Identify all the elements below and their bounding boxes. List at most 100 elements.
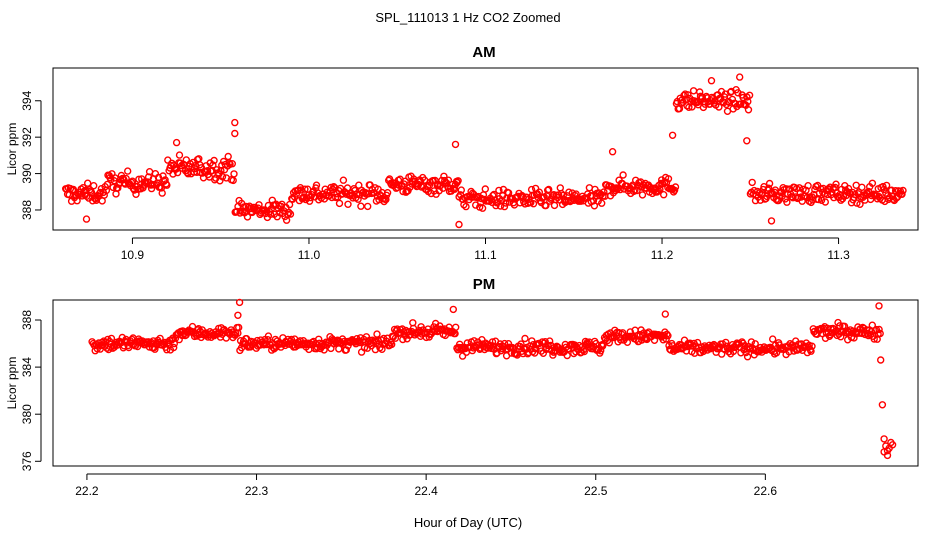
am-data-point bbox=[545, 185, 553, 194]
am-data-point bbox=[689, 87, 698, 95]
am-data-point bbox=[745, 91, 754, 100]
pm-panel-title: PM bbox=[473, 276, 496, 293]
am-data-point bbox=[364, 202, 372, 211]
pm-data-point bbox=[875, 325, 883, 334]
am-data-point bbox=[454, 177, 462, 185]
am-data-point bbox=[209, 161, 217, 169]
am-data-point bbox=[83, 179, 92, 187]
x-axis-title: Hour of Day (UTC) bbox=[414, 515, 522, 530]
am-data-point bbox=[305, 197, 314, 205]
am-data-point bbox=[608, 147, 617, 156]
am-data-point bbox=[224, 152, 232, 161]
am-data-point bbox=[630, 187, 638, 196]
am-data-point bbox=[182, 156, 191, 164]
pm-data-point bbox=[870, 335, 878, 343]
am-data-point bbox=[103, 180, 112, 189]
pm-data-point bbox=[661, 310, 669, 318]
am-x-tick-label: 11.0 bbox=[298, 248, 321, 262]
am-data-point bbox=[292, 190, 301, 198]
pm-data-point bbox=[868, 321, 876, 329]
pm-data-point bbox=[664, 332, 672, 340]
am-data-point bbox=[354, 195, 362, 203]
pm-y-tick-label: 384 bbox=[20, 357, 34, 377]
pm-data-point bbox=[659, 336, 667, 344]
am-data-point bbox=[173, 168, 182, 177]
am-data-point bbox=[360, 192, 369, 200]
am-data-point bbox=[655, 181, 663, 190]
pm-data-point bbox=[693, 338, 702, 347]
am-data-point bbox=[832, 180, 840, 188]
pm-x-tick-label: 22.5 bbox=[584, 484, 608, 498]
am-data-point bbox=[450, 185, 459, 193]
pm-data-points bbox=[88, 298, 897, 460]
pm-data-point bbox=[878, 401, 887, 409]
pm-data-point bbox=[769, 335, 777, 343]
am-data-point bbox=[590, 202, 599, 210]
pm-data-point bbox=[264, 332, 273, 340]
pm-data-point bbox=[880, 448, 888, 456]
am-data-point bbox=[285, 208, 293, 217]
pm-data-point bbox=[449, 305, 457, 314]
pm-y-tick-label: 388 bbox=[20, 310, 34, 330]
pm-y-tick-label: 376 bbox=[20, 451, 34, 471]
am-plot-frame bbox=[52, 67, 919, 231]
am-data-point bbox=[339, 176, 348, 184]
am-data-point bbox=[444, 176, 453, 184]
am-data-point bbox=[440, 172, 448, 181]
am-x-tick-label: 11.2 bbox=[651, 248, 674, 262]
am-data-point bbox=[203, 166, 212, 175]
am-data-point bbox=[898, 190, 906, 198]
pm-panel: PM Licor ppm 22.2 22.3 22.4 22.5 22.6 376 380… bbox=[5, 276, 919, 498]
am-x-tick-label: 11.3 bbox=[827, 248, 850, 262]
pm-data-point bbox=[452, 323, 460, 331]
am-data-point bbox=[159, 172, 167, 180]
am-data-point bbox=[383, 188, 392, 197]
am-data-point bbox=[529, 199, 538, 208]
am-data-point bbox=[267, 205, 275, 213]
am-x-tick-label: 10.9 bbox=[121, 248, 145, 262]
am-data-point bbox=[619, 171, 627, 179]
am-data-point bbox=[804, 181, 812, 190]
am-y-axis-label: Licor ppm bbox=[5, 123, 19, 176]
am-data-point bbox=[109, 183, 117, 192]
am-data-point bbox=[462, 202, 470, 211]
pm-y-tick-label: 380 bbox=[20, 404, 34, 424]
am-data-point bbox=[156, 183, 164, 191]
am-data-point bbox=[175, 151, 184, 159]
am-data-point bbox=[457, 186, 465, 194]
pm-data-point bbox=[872, 325, 881, 334]
am-data-point bbox=[87, 188, 96, 197]
am-data-point bbox=[858, 183, 866, 192]
pm-data-point bbox=[269, 343, 277, 352]
am-data-point bbox=[737, 100, 745, 108]
pm-data-point bbox=[234, 323, 243, 332]
am-data-point bbox=[460, 200, 468, 209]
pm-data-point bbox=[563, 351, 571, 360]
am-data-point bbox=[884, 192, 892, 200]
am-data-point bbox=[172, 138, 181, 147]
pm-x-tick-label: 22.6 bbox=[754, 484, 778, 498]
pm-data-point bbox=[235, 298, 244, 307]
am-data-point bbox=[297, 186, 305, 194]
am-data-point bbox=[301, 185, 309, 193]
pm-data-point bbox=[808, 342, 816, 350]
am-data-point bbox=[210, 156, 218, 165]
am-data-point bbox=[882, 181, 891, 190]
am-data-point bbox=[786, 185, 794, 193]
am-data-points bbox=[61, 73, 907, 229]
am-data-point bbox=[715, 103, 723, 111]
am-data-point bbox=[550, 201, 559, 210]
am-data-point bbox=[481, 185, 489, 193]
am-data-point bbox=[542, 201, 550, 210]
am-data-point bbox=[335, 199, 344, 208]
am-data-point bbox=[330, 182, 338, 191]
am-data-point bbox=[382, 195, 390, 204]
am-data-point bbox=[89, 181, 98, 190]
am-data-point bbox=[123, 167, 132, 175]
am-y-tick-label: 392 bbox=[20, 127, 34, 147]
pm-data-point bbox=[315, 335, 323, 343]
am-data-point bbox=[684, 91, 692, 99]
am-data-point bbox=[556, 184, 564, 192]
pm-data-point bbox=[729, 347, 738, 356]
pm-data-point bbox=[342, 346, 350, 354]
